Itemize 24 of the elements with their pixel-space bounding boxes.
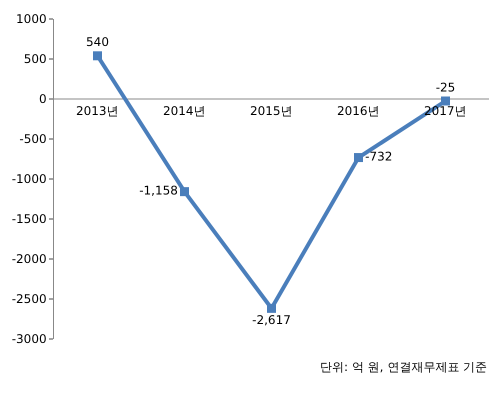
data-label: -1,158 xyxy=(139,184,178,198)
x-tick-label: 2013년 xyxy=(76,104,119,118)
data-label: -732 xyxy=(365,150,392,164)
y-tick-label: 0 xyxy=(38,92,47,106)
y-tick-label: 500 xyxy=(24,52,47,66)
y-tick-label: -3000 xyxy=(12,332,47,346)
point xyxy=(354,153,363,162)
data-label: 540 xyxy=(86,35,109,50)
x-tick-label: 2014년 xyxy=(163,104,206,118)
point xyxy=(441,96,450,106)
x-tick-label: 2016년 xyxy=(337,104,380,118)
y-tick-label: -2000 xyxy=(12,252,47,266)
text: 단위: 억 원, 연결재무제표 기준 xyxy=(320,360,488,374)
x-tick-label: 2015년 xyxy=(250,104,293,118)
point xyxy=(180,187,189,196)
y-tick-label: -1500 xyxy=(12,212,47,226)
point xyxy=(93,51,102,60)
y-tick-label: -1000 xyxy=(12,172,47,186)
y-tick-label: -2500 xyxy=(12,292,47,306)
y-tick-label: 1000 xyxy=(16,12,47,26)
y-tick-label: -500 xyxy=(19,132,47,146)
data-label: -2,617 xyxy=(252,312,291,327)
data-label: -25 xyxy=(436,80,456,94)
point xyxy=(267,304,276,313)
